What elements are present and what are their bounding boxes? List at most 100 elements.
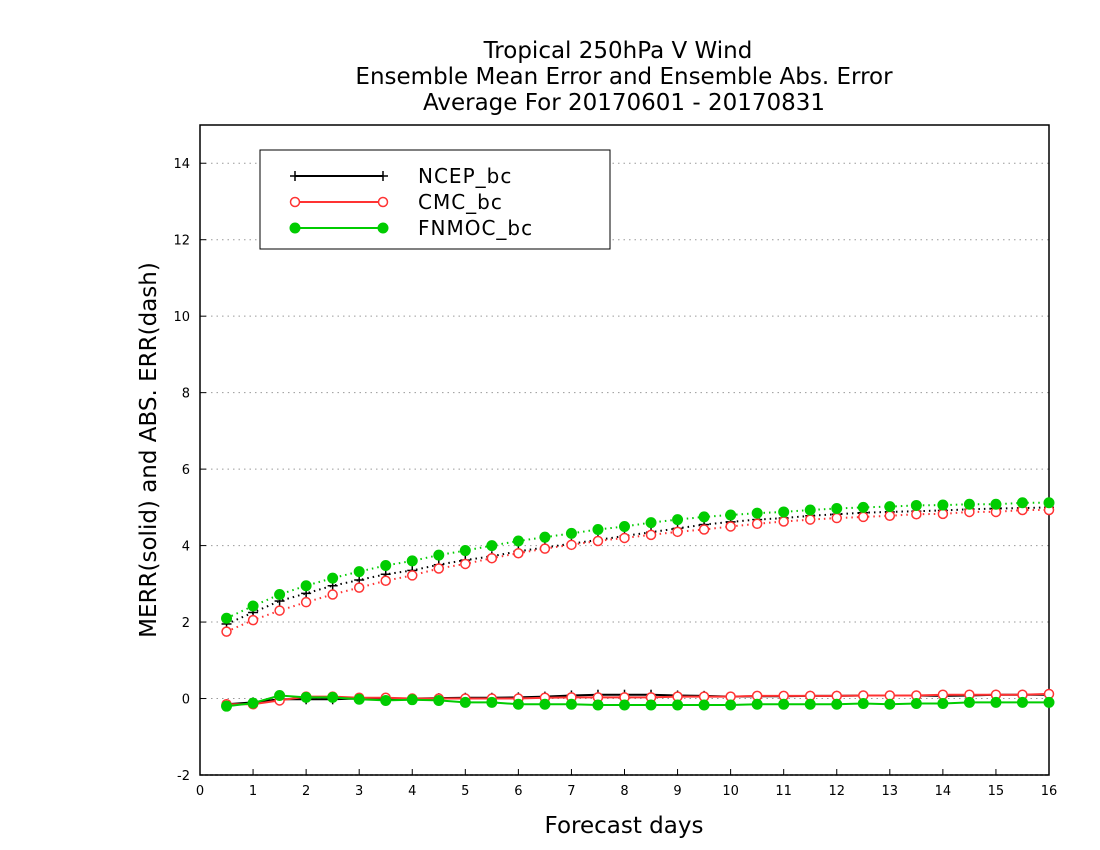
fnmoc-bc-merr-point bbox=[698, 699, 710, 711]
cmc-bc-abs-err-point bbox=[884, 510, 896, 522]
cmc-bc-abs-err-point bbox=[274, 605, 285, 616]
fnmoc-bc-merr-point bbox=[433, 694, 445, 706]
fnmoc-bc-abs-err-point bbox=[433, 549, 445, 561]
fnmoc-bc-abs-err-point bbox=[751, 507, 763, 519]
fnmoc-bc-abs-err-point bbox=[247, 600, 259, 612]
legend-item-cmc-bc: CMC_bc bbox=[289, 190, 502, 214]
cmc-bc-abs-err-point bbox=[460, 558, 471, 570]
cmc-bc-abs-err-point bbox=[539, 543, 551, 554]
cmc-bc-abs-err-point bbox=[300, 596, 312, 608]
fnmoc-bc-abs-err-point bbox=[459, 545, 471, 557]
x-tick-label: 9 bbox=[673, 784, 681, 799]
fnmoc-bc-abs-err-line bbox=[226, 501, 1049, 620]
y-tick-label: 2 bbox=[182, 616, 190, 631]
fnmoc-bc-merr-point bbox=[645, 699, 657, 711]
fnmoc-bc-abs-err-point bbox=[857, 501, 869, 513]
y-tick-label: 12 bbox=[173, 234, 190, 249]
cmc-bc-merr-point bbox=[937, 689, 949, 700]
y-tick-label: 4 bbox=[182, 540, 190, 555]
fnmoc-bc-abs-err-point bbox=[1016, 497, 1028, 509]
fnmoc-bc-merr-point bbox=[725, 699, 737, 711]
fnmoc-bc-merr-point bbox=[778, 698, 790, 710]
cmc-bc-abs-err-point bbox=[937, 508, 949, 520]
y-tick-label: 6 bbox=[182, 463, 190, 478]
cmc-bc-abs-err-point bbox=[433, 563, 445, 574]
cmc-bc-abs-err-point bbox=[911, 508, 922, 520]
x-tick-label: 3 bbox=[355, 784, 363, 799]
fnmoc-bc-merr-point bbox=[619, 699, 630, 711]
fnmoc-bc-abs-err-point bbox=[725, 509, 737, 521]
x-axis-title: Forecast days bbox=[545, 813, 704, 839]
cmc-bc-abs-err-point bbox=[221, 626, 232, 637]
cmc-bc-abs-err-point bbox=[831, 512, 842, 524]
fnmoc-bc-merr-point bbox=[884, 698, 896, 710]
x-tick-label: 11 bbox=[775, 784, 792, 799]
fnmoc-bc-merr-point bbox=[1016, 696, 1028, 708]
cmc-bc-abs-err-line bbox=[226, 509, 1049, 633]
x-tick-label: 4 bbox=[408, 784, 416, 799]
title-line-3: Average For 20170601 - 20170831 bbox=[423, 90, 825, 116]
x-tick-label: 16 bbox=[1041, 784, 1058, 799]
y-tick-label: 8 bbox=[182, 387, 190, 402]
fnmoc-bc-abs-err-point bbox=[300, 580, 312, 592]
legend-marker bbox=[289, 222, 301, 234]
fnmoc-bc-abs-err-point bbox=[778, 506, 790, 518]
fnmoc-bc-merr-point bbox=[937, 698, 949, 709]
fnmoc-bc-abs-err-point bbox=[831, 503, 843, 514]
fnmoc-bc-abs-err-point bbox=[963, 498, 975, 510]
fnmoc-bc-abs-err-point bbox=[353, 566, 365, 578]
x-tick-label: 8 bbox=[620, 784, 628, 799]
x-tick-label: 13 bbox=[882, 784, 899, 799]
series-layer bbox=[221, 497, 1055, 712]
fnmoc-bc-abs-err-point bbox=[884, 501, 896, 513]
cmc-bc-abs-err-point bbox=[353, 582, 365, 593]
cmc-bc-abs-err-point bbox=[380, 575, 391, 587]
legend-item-fnmoc-bc: FNMOC_bc bbox=[289, 216, 533, 240]
fnmoc-bc-merr-point bbox=[672, 699, 684, 711]
series-ncep-bc bbox=[221, 502, 1054, 710]
fnmoc-bc-merr-point bbox=[963, 696, 975, 708]
fnmoc-bc-merr-point bbox=[327, 691, 339, 703]
chart-title: Tropical 250hPa V Wind Ensemble Mean Err… bbox=[355, 38, 893, 116]
x-tick-label: 12 bbox=[828, 784, 845, 799]
fnmoc-bc-abs-err-point bbox=[592, 524, 604, 536]
fnmoc-bc-abs-err-point bbox=[910, 499, 922, 511]
fnmoc-bc-abs-err-point bbox=[221, 612, 233, 624]
x-tick-label: 15 bbox=[988, 784, 1005, 799]
fnmoc-bc-abs-err-point bbox=[327, 572, 339, 584]
grid-lines bbox=[200, 162, 1049, 776]
cmc-bc-abs-err-point bbox=[645, 529, 657, 541]
y-axis-title: MERR(solid) and ABS. ERR(dash) bbox=[136, 262, 162, 638]
fnmoc-bc-abs-err-point bbox=[274, 589, 286, 601]
legend-box bbox=[259, 149, 611, 250]
y-tick-label: 10 bbox=[173, 310, 190, 325]
fnmoc-bc-abs-err-point bbox=[380, 559, 392, 571]
cmc-bc-abs-err-point bbox=[513, 547, 524, 559]
cmc-bc-abs-err-point bbox=[698, 524, 710, 535]
fnmoc-bc-merr-point bbox=[247, 697, 259, 709]
series-fnmoc-bc bbox=[221, 497, 1055, 712]
fnmoc-bc-merr-point bbox=[300, 691, 312, 703]
fnmoc-bc-abs-err-point bbox=[698, 511, 710, 523]
cmc-bc-abs-err-point bbox=[486, 552, 498, 564]
x-tick-label: 0 bbox=[196, 784, 204, 799]
legend-label: FNMOC_bc bbox=[418, 216, 533, 240]
x-tick-label: 5 bbox=[461, 784, 469, 799]
fnmoc-bc-merr-point bbox=[1043, 696, 1055, 708]
legend-marker bbox=[290, 171, 300, 181]
fnmoc-bc-abs-err-point bbox=[645, 517, 657, 529]
fnmoc-bc-abs-err-point bbox=[539, 531, 551, 543]
y-tick-label: -2 bbox=[177, 769, 190, 784]
fnmoc-bc-abs-err-point bbox=[565, 527, 577, 539]
fnmoc-bc-abs-err-point bbox=[486, 540, 498, 552]
fnmoc-bc-merr-point bbox=[221, 700, 233, 712]
cmc-bc-merr-point bbox=[884, 690, 896, 701]
legend-marker bbox=[377, 222, 389, 234]
x-tick-label: 14 bbox=[935, 784, 952, 799]
fnmoc-bc-abs-err-point bbox=[672, 514, 684, 526]
cmc-bc-abs-err-point bbox=[725, 521, 736, 532]
series-cmc-bc bbox=[221, 504, 1055, 710]
cmc-bc-abs-err-point bbox=[407, 570, 418, 581]
fnmoc-bc-merr-point bbox=[539, 698, 551, 710]
